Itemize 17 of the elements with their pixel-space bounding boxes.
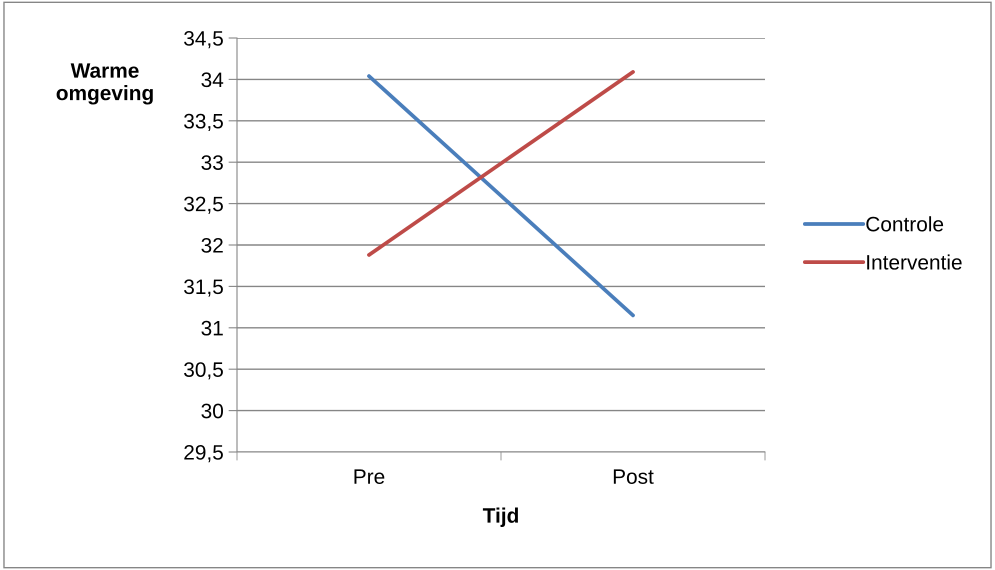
y-tick-label: 33 (201, 155, 223, 170)
y-tick-label: 34 (201, 72, 224, 88)
x-tick-label: Pre (354, 469, 384, 484)
legend-label: Controle (866, 216, 944, 232)
y-tick-label: 29,5 (184, 445, 223, 462)
y-tick-label: 32 (201, 238, 223, 253)
x-tick-label: Post (614, 469, 654, 484)
y-tick-label: 33,5 (184, 114, 223, 132)
y-tick-label: 32,5 (184, 196, 223, 214)
legend-label: Interventie (867, 254, 962, 270)
y-tick-label: 30 (201, 404, 223, 418)
y-tick-label: 30,5 (184, 362, 223, 380)
y-tick-label: 31 (201, 320, 223, 336)
y-tick-label: 34,5 (184, 31, 223, 48)
y-tick-label: 31,5 (184, 279, 223, 297)
y-axis-title: Warme omgeving (56, 63, 153, 105)
x-axis-title: Tijd (482, 508, 518, 527)
